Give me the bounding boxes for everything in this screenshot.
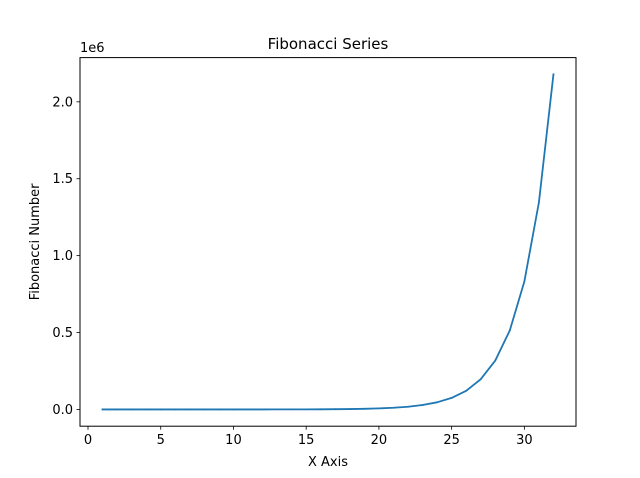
x-tick-label: 0 (84, 433, 92, 448)
x-tick-label: 20 (371, 433, 388, 448)
x-axis-label: X Axis (308, 455, 348, 470)
data-point (218, 408, 220, 411)
data-point (465, 389, 468, 392)
data-point (232, 408, 235, 411)
y-tick-label: 2.0 (52, 95, 73, 110)
y-axis-offset-label: 1e6 (80, 41, 105, 56)
x-tick-label: 10 (225, 433, 242, 448)
data-point (116, 408, 118, 411)
data-point (363, 407, 366, 410)
data-point (436, 401, 438, 404)
y-axis-ticks: 0.0 0.5 1.0 1.5 2.0 (52, 95, 80, 418)
x-axis-ticks: 0 5 10 15 20 25 30 (84, 426, 533, 448)
plot-background (80, 57, 576, 427)
data-point (159, 408, 162, 411)
data-point (290, 408, 293, 411)
data-point (421, 404, 424, 406)
data-point (392, 406, 395, 409)
data-point (145, 408, 148, 411)
data-point (523, 280, 526, 283)
data-point (407, 405, 409, 408)
data-point (508, 329, 511, 332)
data-point (494, 359, 497, 362)
y-tick-label: 1.0 (52, 249, 73, 264)
series-layer (101, 73, 555, 411)
y-tick-label: 0.0 (52, 403, 73, 418)
data-point (276, 408, 278, 411)
data-point (552, 73, 555, 76)
data-point (174, 408, 177, 411)
x-tick-label: 5 (157, 433, 165, 448)
data-point (101, 408, 104, 411)
data-point (538, 201, 540, 204)
plot-frame (79, 57, 577, 427)
data-point (334, 408, 337, 411)
x-tick-label: 25 (443, 433, 460, 448)
y-tick-label: 1.5 (52, 172, 73, 187)
data-point (188, 408, 191, 411)
data-point (378, 407, 380, 410)
chart-title: Fibonacci Series (268, 35, 389, 53)
series-line (101, 73, 555, 411)
data-point (479, 378, 482, 381)
data-point (305, 408, 308, 411)
data-point (348, 408, 351, 410)
data-point (450, 397, 453, 399)
data-point (319, 408, 322, 411)
data-point (247, 408, 249, 411)
data-point (261, 408, 264, 411)
y-tick-label: 0.5 (52, 326, 73, 341)
y-axis-label: Fibonacci Number (28, 183, 43, 300)
x-tick-label: 30 (516, 433, 533, 448)
data-point (130, 408, 133, 411)
data-point (203, 408, 206, 411)
x-tick-label: 15 (298, 433, 315, 448)
